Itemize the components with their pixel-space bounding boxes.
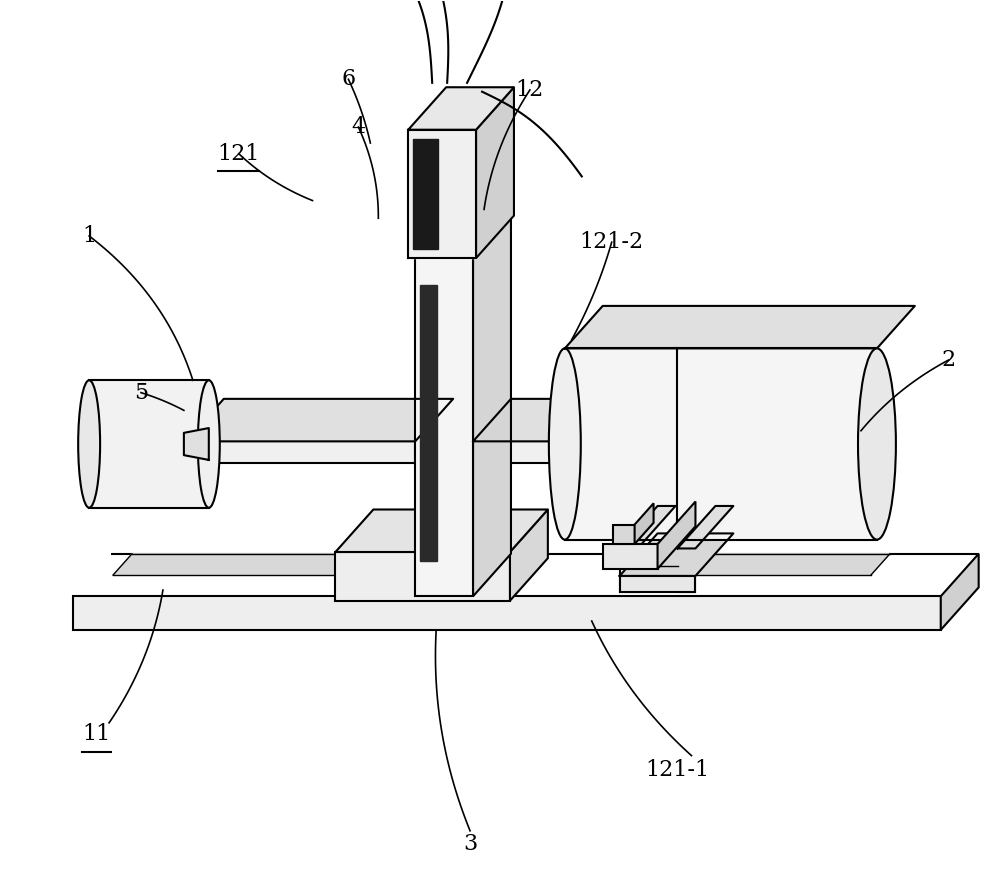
Text: 11: 11 bbox=[82, 724, 110, 745]
Polygon shape bbox=[678, 506, 733, 549]
Text: 121: 121 bbox=[218, 143, 260, 164]
Polygon shape bbox=[603, 544, 658, 569]
Polygon shape bbox=[184, 428, 209, 460]
Polygon shape bbox=[89, 380, 209, 508]
Polygon shape bbox=[73, 596, 941, 630]
Polygon shape bbox=[473, 207, 511, 596]
Polygon shape bbox=[620, 506, 676, 549]
Ellipse shape bbox=[198, 380, 220, 508]
Polygon shape bbox=[408, 87, 514, 130]
Polygon shape bbox=[565, 305, 915, 348]
Polygon shape bbox=[113, 554, 391, 575]
Text: 121-1: 121-1 bbox=[645, 758, 710, 781]
Text: 4: 4 bbox=[351, 116, 365, 139]
Text: 2: 2 bbox=[942, 349, 956, 371]
Polygon shape bbox=[415, 207, 511, 250]
Text: 1: 1 bbox=[82, 225, 96, 247]
Polygon shape bbox=[186, 441, 415, 464]
Polygon shape bbox=[335, 552, 510, 600]
Text: 12: 12 bbox=[516, 79, 544, 101]
Polygon shape bbox=[620, 576, 695, 591]
Ellipse shape bbox=[549, 348, 581, 540]
Polygon shape bbox=[658, 502, 695, 569]
Polygon shape bbox=[613, 525, 635, 544]
Text: 6: 6 bbox=[341, 68, 355, 91]
Polygon shape bbox=[941, 554, 979, 630]
Polygon shape bbox=[635, 503, 654, 544]
Polygon shape bbox=[415, 250, 473, 596]
Text: 3: 3 bbox=[463, 833, 477, 855]
Text: 5: 5 bbox=[134, 382, 148, 404]
Polygon shape bbox=[420, 285, 437, 561]
Polygon shape bbox=[620, 549, 638, 591]
Polygon shape bbox=[678, 549, 695, 591]
Polygon shape bbox=[565, 348, 877, 540]
Polygon shape bbox=[186, 399, 453, 441]
Ellipse shape bbox=[858, 348, 896, 540]
Polygon shape bbox=[632, 554, 890, 575]
Polygon shape bbox=[408, 130, 476, 258]
Polygon shape bbox=[620, 534, 733, 576]
Polygon shape bbox=[335, 510, 548, 552]
Ellipse shape bbox=[78, 380, 100, 508]
Polygon shape bbox=[510, 510, 548, 600]
Polygon shape bbox=[476, 87, 514, 258]
Polygon shape bbox=[473, 441, 595, 464]
Polygon shape bbox=[473, 399, 633, 441]
Text: 121-2: 121-2 bbox=[580, 231, 644, 253]
Polygon shape bbox=[413, 139, 438, 250]
